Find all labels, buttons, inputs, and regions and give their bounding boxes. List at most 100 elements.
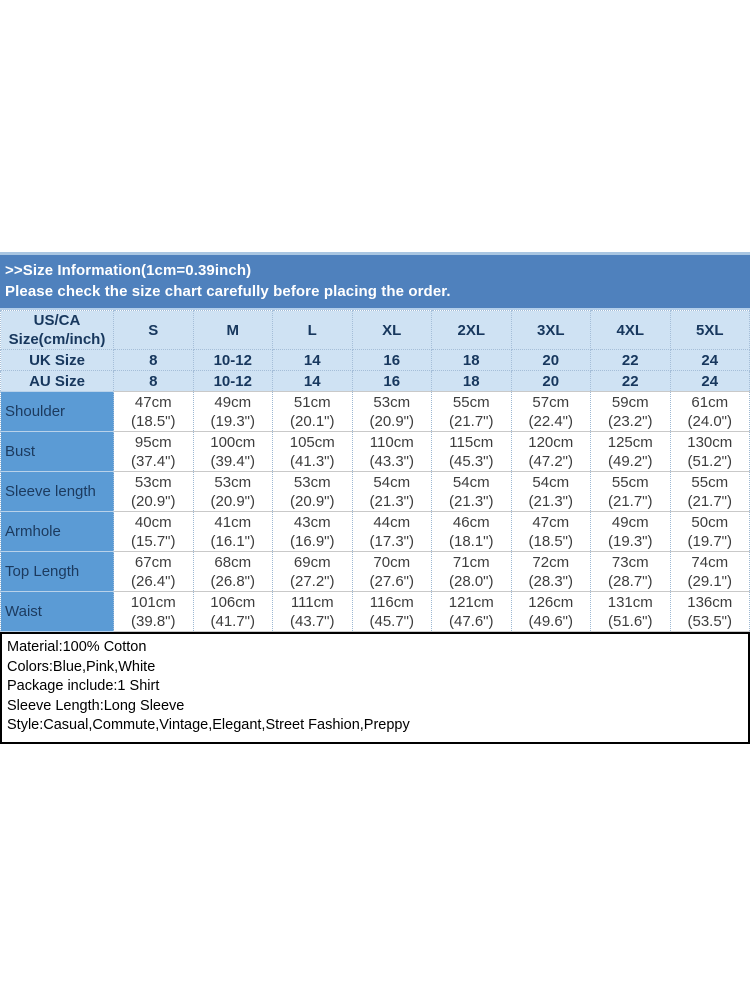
- region-size-cell: 20: [510, 370, 591, 392]
- measurement-inch-value: (23.2"): [607, 412, 653, 430]
- measurement-cell: 55cm (21.7"): [590, 471, 671, 512]
- measurement-cell: 101cm (39.8"): [113, 591, 194, 632]
- measurement-cm-value: 55cm: [452, 393, 490, 411]
- size-table-body: US/CA Size(cm/inch) S M L XL 2XL 3XL 4XL 5XL UK S…: [0, 310, 750, 632]
- measurement-cell: 51cm (20.1"): [272, 391, 353, 432]
- measurement-cell: 116cm (45.7"): [351, 591, 432, 632]
- measurement-cell: 55cm (21.7"): [669, 471, 750, 512]
- size-info-banner: >>Size Information(1cm=0.39inch) Please …: [0, 252, 750, 310]
- region-size-cell: 22: [590, 349, 671, 371]
- measurement-cell: 95cm (37.4"): [113, 431, 194, 472]
- measurement-row: Shoulder 47cm (18.5") 49cm (19.3") 51cm (20.1"…: [0, 391, 750, 432]
- measurement-cm-value: 46cm: [452, 513, 490, 531]
- measurement-inch-value: (24.0"): [687, 412, 732, 430]
- measurement-cell: 47cm (18.5"): [510, 511, 591, 552]
- measurement-cm-value: 136cm: [687, 593, 733, 611]
- measurement-inch-value: (18.5"): [528, 532, 573, 550]
- measurement-cm-value: 131cm: [607, 593, 653, 611]
- measurement-cm-value: 101cm: [130, 593, 176, 611]
- size-column-header: L: [272, 310, 353, 350]
- measurement-cell: 115cm (45.3"): [431, 431, 512, 472]
- measurement-cell: 40cm (15.7"): [113, 511, 194, 552]
- measurement-inch-value: (51.6"): [607, 612, 653, 630]
- product-info-line: Material:100% Cotton: [7, 639, 147, 655]
- region-size-cell: 10-12: [192, 370, 273, 392]
- region-size-cell: 8: [113, 349, 194, 371]
- region-size-cell: 22: [590, 370, 671, 392]
- measurement-cm-value: 47cm: [532, 513, 570, 531]
- measurement-inch-value: (15.7"): [130, 532, 176, 550]
- measurement-cm-value: 110cm: [369, 433, 414, 451]
- measurement-cm-value: 126cm: [528, 593, 574, 611]
- region-size-row: UK Size 8 10-12 14 16 18 20 22 24: [0, 349, 750, 371]
- measurement-cell: 125cm (49.2"): [590, 431, 671, 472]
- measurement-cm-value: 116cm: [369, 593, 414, 611]
- region-row-label: UK Size: [0, 349, 114, 371]
- measurement-cm-value: 111cm: [290, 593, 334, 611]
- measurement-cell: 44cm (17.3"): [351, 511, 432, 552]
- measurement-inch-value: (21.7"): [448, 412, 494, 430]
- measurement-cm-value: 95cm: [134, 433, 172, 451]
- measurement-cell: 53cm (20.9"): [272, 471, 353, 512]
- region-size-cell: 14: [272, 370, 353, 392]
- measurement-inch-value: (39.8"): [130, 612, 176, 630]
- measurement-inch-value: (19.3"): [607, 532, 653, 550]
- measurement-inch-value: (16.9"): [289, 532, 335, 550]
- size-column-header: 5XL: [669, 310, 750, 350]
- measurement-cell: 68cm (26.8"): [192, 551, 273, 592]
- measurement-cm-value: 105cm: [289, 433, 335, 451]
- measurement-inch-value: (37.4"): [130, 452, 176, 470]
- measurement-inch-value: (41.7"): [210, 612, 255, 630]
- measurement-cell: 47cm (18.5"): [113, 391, 194, 432]
- measurement-row-label: Top Length: [0, 551, 114, 592]
- measurement-cell: 41cm (16.1"): [192, 511, 273, 552]
- measurement-inch-value: (45.3"): [448, 452, 494, 470]
- measurement-cm-value: 53cm: [373, 393, 411, 411]
- measurement-inch-value: (16.1"): [210, 532, 255, 550]
- size-chart-table: US/CA Size(cm/inch) S M L XL 2XL 3XL 4XL 5XL UK S…: [0, 310, 750, 632]
- measurement-cell: 43cm (16.9"): [272, 511, 353, 552]
- measurement-inch-value: (18.5"): [130, 412, 176, 430]
- measurement-row-label: Armhole: [0, 511, 114, 552]
- measurement-inch-value: (20.9"): [130, 492, 176, 510]
- measurement-cell: 57cm (22.4"): [510, 391, 591, 432]
- product-info-line: Package include:1 Shirt: [7, 678, 160, 694]
- measurement-inch-value: (28.3"): [528, 572, 573, 590]
- measurement-cm-value: 74cm: [691, 553, 729, 571]
- measurement-cm-value: 130cm: [687, 433, 733, 451]
- size-column-header: XL: [351, 310, 432, 350]
- measurement-cell: 46cm (18.1"): [431, 511, 512, 552]
- measurement-inch-value: (43.7"): [289, 612, 335, 630]
- region-size-row: AU Size 8 10-12 14 16 18 20 22 24: [0, 370, 750, 392]
- measurement-inch-value: (18.1"): [448, 532, 494, 550]
- measurement-cm-value: 100cm: [210, 433, 256, 451]
- measurement-inch-value: (21.7"): [687, 492, 732, 510]
- measurement-cell: 71cm (28.0"): [431, 551, 512, 592]
- measurement-row-label: Sleeve length: [0, 471, 114, 512]
- measurement-cm-value: 47cm: [134, 393, 172, 411]
- measurement-cell: 70cm (27.6"): [351, 551, 432, 592]
- measurement-cell: 67cm (26.4"): [113, 551, 194, 592]
- measurement-inch-value: (29.1"): [687, 572, 732, 590]
- measurement-cm-value: 106cm: [210, 593, 256, 611]
- measurement-cell: 105cm (41.3"): [272, 431, 353, 472]
- measurement-cell: 131cm (51.6"): [590, 591, 671, 632]
- measurement-cell: 53cm (20.9"): [113, 471, 194, 512]
- measurement-inch-value: (47.2"): [528, 452, 573, 470]
- measurement-cm-value: 73cm: [611, 553, 649, 571]
- measurement-cell: 74cm (29.1"): [669, 551, 750, 592]
- measurement-row-label: Waist: [0, 591, 114, 632]
- measurement-cell: 106cm (41.7"): [192, 591, 273, 632]
- measurement-row: Sleeve length 53cm (20.9") 53cm (20.9") 53cm(…: [0, 471, 750, 512]
- measurement-inch-value: (21.7"): [607, 492, 653, 510]
- measurement-cm-value: 120cm: [528, 433, 574, 451]
- table-corner-label: US/CA Size(cm/inch): [0, 310, 114, 350]
- measurement-cell: 111cm (43.7"): [272, 591, 353, 632]
- measurement-inch-value: (19.3"): [210, 412, 255, 430]
- measurement-cm-value: 54cm: [373, 473, 411, 491]
- measurement-inch-value: (20.9"): [210, 492, 255, 510]
- measurement-cm-value: 59cm: [611, 393, 649, 411]
- measurement-cell: 136cm (53.5"): [669, 591, 750, 632]
- measurement-inch-value: (20.9"): [289, 492, 335, 510]
- measurement-cm-value: 55cm: [611, 473, 649, 491]
